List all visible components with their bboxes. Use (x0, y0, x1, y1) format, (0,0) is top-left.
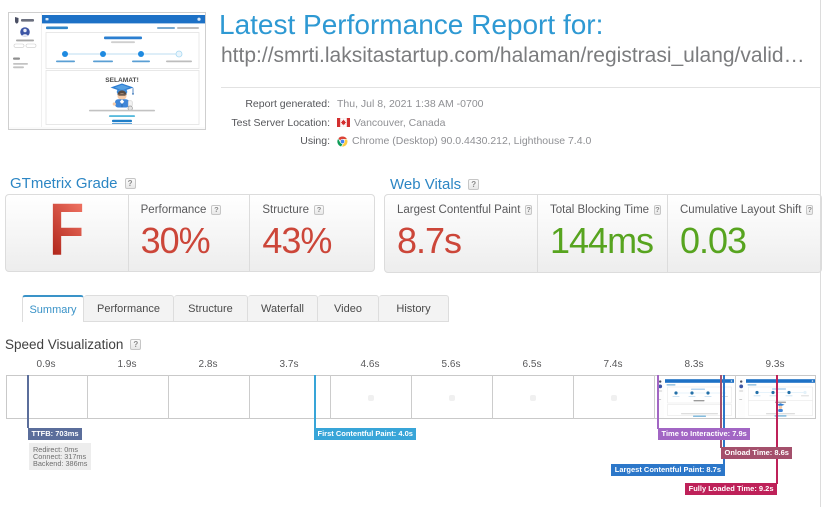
frame-divider (168, 375, 169, 419)
tick-label: 6.5s (522, 359, 542, 370)
cls-cell: Cumulative Layout Shift 0.03 (668, 195, 822, 272)
thumbnail-congrats-text: SELAMAT! (105, 77, 139, 84)
fully-loaded-marker-line (776, 375, 778, 484)
help-icon[interactable] (130, 339, 142, 350)
header-divider (221, 87, 821, 88)
tab-waterfall[interactable]: Waterfall (248, 295, 318, 322)
report-meta: Report generated: Thu, Jul 8, 2021 1:38 … (221, 95, 821, 151)
tick-label: 9.3s (765, 359, 785, 370)
tick-label: 2.8s (198, 359, 218, 370)
frame-divider (330, 375, 331, 419)
grade-letter-cell: F (6, 188, 129, 271)
canada-flag-icon (336, 117, 351, 128)
tick-label: 4.6s (360, 359, 380, 370)
lcp-value: 8.7s (397, 220, 462, 261)
meta-label: Test Server Location: (231, 116, 330, 129)
cls-value: 0.03 (680, 220, 747, 261)
tab-history[interactable]: History (379, 295, 449, 322)
metric-label: Total Blocking Time (550, 204, 661, 216)
metric-label: Performance (141, 204, 238, 216)
metric-label: Largest Contentful Paint (397, 204, 532, 216)
frame-divider (654, 375, 655, 419)
ttfb-marker-line (27, 375, 29, 428)
tick-label: 0.9s (36, 359, 56, 370)
performance-score-value: 30% (140, 220, 211, 261)
meta-label: Using: (300, 135, 330, 147)
tick-label: 5.6s (441, 359, 461, 370)
frame-divider (492, 375, 493, 419)
help-icon[interactable] (806, 205, 814, 215)
meta-value: Vancouver, Canada (336, 117, 445, 129)
tick-label: 1.9s (117, 359, 137, 370)
tti-marker-line (657, 375, 659, 429)
fcp-badge[interactable]: First Contentful Paint: 4.0s (314, 428, 417, 440)
meta-value: Thu, Jul 8, 2021 1:38 AM -0700 (337, 98, 484, 110)
tested-page-thumbnail[interactable]: SELAMAT! (8, 12, 206, 130)
help-icon[interactable] (211, 205, 222, 215)
tested-page-preview-image: SELAMAT! (9, 13, 205, 129)
help-icon[interactable] (314, 205, 324, 215)
frame-loading-blob (368, 395, 374, 401)
tbt-cell: Total Blocking Time 144ms (538, 195, 668, 272)
lcp-marker-line (723, 375, 725, 465)
help-icon[interactable] (654, 205, 661, 215)
lcp-badge[interactable]: Largest Contentful Paint: 8.7s (611, 464, 725, 476)
frame-divider (249, 375, 250, 419)
frame-loading-blob (449, 395, 455, 401)
onload-marker-line (720, 375, 722, 448)
report-url[interactable]: http://smrti.laksitastartup.com/halaman/… (221, 44, 805, 67)
meta-value: Chrome (Desktop) 90.0.4430.212, Lighthou… (337, 135, 591, 147)
tab-summary[interactable]: Summary (22, 295, 84, 322)
help-icon[interactable] (525, 205, 532, 215)
frame-divider (573, 375, 574, 419)
frame-divider (87, 375, 88, 419)
metric-label: Cumulative Layout Shift (680, 204, 814, 216)
chrome-icon (337, 135, 348, 147)
fully-loaded-badge[interactable]: Fully Loaded Time: 9.2s (685, 483, 777, 495)
tab-performance[interactable]: Performance (84, 295, 174, 322)
meta-row-location: Test Server Location: Vancouver, Canada (221, 114, 821, 132)
ttfb-details: Redirect: 0ms Connect: 317ms Backend: 38… (29, 443, 92, 471)
ttfb-detail-backend: Backend: 386ms (33, 459, 88, 469)
frame-loading-blob (611, 395, 617, 401)
performance-score-cell: Performance 30% (129, 195, 251, 271)
report-tabs: Summary Performance Structure Waterfall … (22, 295, 449, 322)
grade-section-title: GTmetrix Grade (10, 175, 118, 192)
onload-badge[interactable]: Onload Time: 8.6s (721, 447, 793, 459)
structure-score-value: 43% (262, 220, 332, 261)
tab-video[interactable]: Video (318, 295, 379, 322)
speed-visualization-title: Speed Visualization (5, 337, 124, 352)
ttfb-detail-connect: Connect: 317ms (33, 451, 87, 461)
tti-badge[interactable]: Time to Interactive: 7.9s (658, 428, 751, 440)
frame-divider (411, 375, 412, 419)
lcp-cell: Largest Contentful Paint 8.7s (385, 195, 538, 272)
grade-section-heading: GTmetrix Grade (10, 175, 136, 192)
help-icon[interactable] (124, 178, 136, 189)
tbt-value: 144ms (550, 220, 654, 261)
grade-letter: F (49, 188, 85, 271)
meta-row-generated: Report generated: Thu, Jul 8, 2021 1:38 … (221, 95, 821, 113)
structure-score-cell: Structure 43% (250, 195, 374, 271)
tick-label: 7.4s (603, 359, 623, 370)
frame-divider (735, 375, 736, 419)
frame-loading-blob (530, 395, 536, 401)
ttfb-badge[interactable]: TTFB: 703ms (28, 428, 83, 440)
web-vitals-box: Largest Contentful Paint 8.7s Total Bloc… (384, 194, 822, 273)
fcp-marker-line (314, 375, 316, 428)
speed-visualization-heading: Speed Visualization (5, 337, 142, 352)
page-title: Latest Performance Report for: (219, 9, 604, 40)
web-vitals-heading: Web Vitals (390, 176, 480, 193)
meta-row-using: Using: Chrome (Desktop) 90.0.4430.212, L… (221, 132, 821, 150)
page-right-border (820, 0, 821, 507)
meta-label: Report generated: (245, 98, 330, 110)
help-icon[interactable] (468, 179, 480, 190)
grade-box: F Performance 30% Structure 43% (5, 188, 375, 272)
tick-label: 8.3s (684, 359, 704, 370)
tick-label: 3.7s (279, 359, 299, 370)
tab-structure[interactable]: Structure (174, 295, 248, 322)
ttfb-detail-redirect: Redirect: 0ms (33, 444, 79, 454)
metric-label: Structure (262, 204, 362, 216)
web-vitals-title: Web Vitals (390, 176, 462, 193)
